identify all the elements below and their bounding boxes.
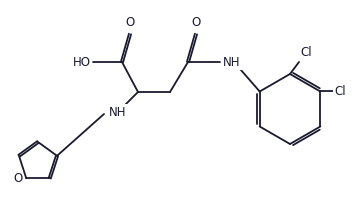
Text: Cl: Cl <box>300 46 312 59</box>
Text: NH: NH <box>223 55 240 68</box>
Text: Cl: Cl <box>334 85 346 98</box>
Text: O: O <box>191 16 201 29</box>
Text: NH: NH <box>109 106 126 119</box>
Text: HO: HO <box>73 55 91 68</box>
Text: O: O <box>13 172 22 185</box>
Text: O: O <box>125 16 135 29</box>
